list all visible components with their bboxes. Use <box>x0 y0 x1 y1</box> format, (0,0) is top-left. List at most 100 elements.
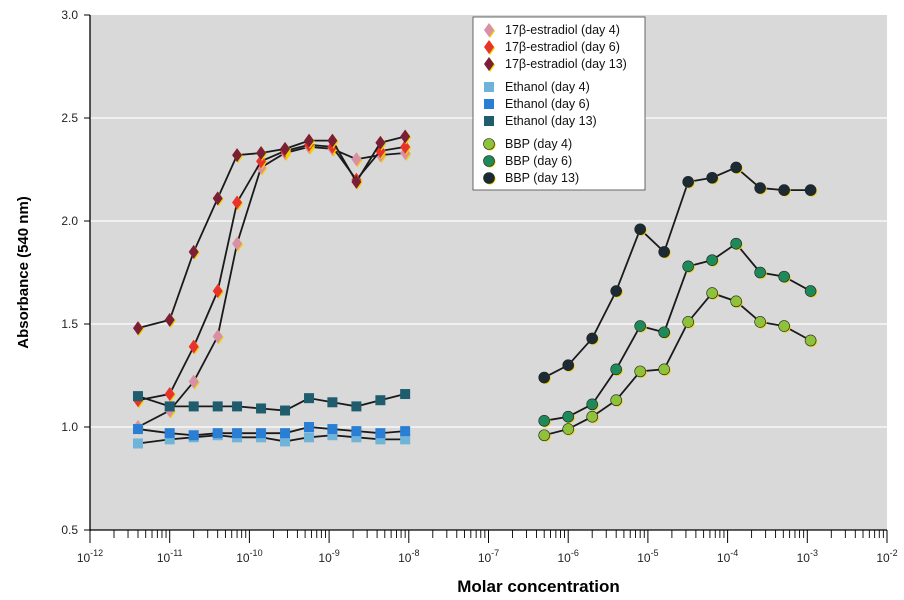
legend-marker <box>484 23 494 37</box>
data-point <box>212 401 223 412</box>
data-point <box>212 428 223 439</box>
data-point <box>804 285 817 297</box>
data-point <box>658 326 670 339</box>
data-point <box>132 391 143 402</box>
series-7 <box>538 237 818 428</box>
data-point <box>280 141 291 156</box>
data-point <box>164 401 175 412</box>
legend-marker <box>484 116 494 126</box>
data-point <box>538 415 551 427</box>
data-point <box>375 395 386 406</box>
data-point <box>562 359 575 372</box>
data-series <box>132 129 818 449</box>
legend-label: BBP (day 4) <box>505 137 572 151</box>
legend-marker <box>483 138 495 150</box>
data-point <box>351 426 362 437</box>
data-point <box>351 174 362 189</box>
data-point <box>164 434 175 445</box>
x-tick-label: 10-9 <box>318 548 339 565</box>
data-point <box>188 339 199 354</box>
data-point <box>351 432 362 443</box>
data-point <box>164 428 175 439</box>
legend-marker <box>484 99 494 109</box>
data-point <box>706 171 718 184</box>
y-tick-label: 2.5 <box>61 111 78 125</box>
legend-label: Ethanol (day 6) <box>505 97 590 111</box>
series-6 <box>538 287 818 442</box>
data-point <box>682 316 694 328</box>
data-point <box>754 182 766 194</box>
x-tick-label: 10-7 <box>478 548 499 565</box>
legend-label: 17β-estradiol (day 6) <box>505 40 620 54</box>
y-tick-label: 2.0 <box>61 214 78 228</box>
data-point <box>232 428 243 439</box>
data-point <box>232 148 243 163</box>
data-point <box>682 260 694 273</box>
x-tick-label: 10-11 <box>157 548 183 565</box>
data-point <box>400 434 411 445</box>
data-point <box>610 285 622 297</box>
data-point <box>754 316 766 328</box>
data-point <box>778 270 790 283</box>
data-point <box>538 371 551 384</box>
data-point <box>188 374 199 389</box>
data-point <box>327 133 338 148</box>
data-point <box>188 244 199 259</box>
x-tick-label: 10-5 <box>637 548 658 565</box>
data-point <box>682 176 694 188</box>
data-point <box>304 422 315 432</box>
data-point <box>256 403 267 414</box>
legend-label: Ethanol (day 13) <box>505 114 597 128</box>
series-line <box>137 135 406 329</box>
axes: 0.5 1.0 1.5 2.0 2.5 3.0 10-12 10-11 10-10 10-9 10-… <box>61 8 897 565</box>
data-point <box>706 287 718 299</box>
legend-marker <box>484 40 494 54</box>
data-point <box>538 429 551 442</box>
data-point <box>634 320 646 332</box>
data-point <box>232 195 243 210</box>
series-5 <box>132 389 411 416</box>
legend-label: 17β-estradiol (day 4) <box>505 23 620 37</box>
x-tick-label: 10-2 <box>876 548 897 565</box>
data-point <box>400 426 411 437</box>
x-tick-label: 10-10 <box>236 548 262 565</box>
legend-box <box>472 16 646 191</box>
series-8 <box>538 161 818 385</box>
data-point <box>634 365 646 378</box>
legend-label: 17β-estradiol (day 13) <box>505 57 627 71</box>
data-point <box>164 312 175 327</box>
data-point <box>212 329 223 344</box>
y-tick-label: 1.5 <box>61 317 78 331</box>
data-point <box>351 152 362 167</box>
y-axis-title: Absorbance (540 nm) <box>15 196 32 349</box>
data-point <box>212 191 223 206</box>
legend-marker <box>483 155 495 167</box>
x-tick-label: 10-3 <box>797 548 818 565</box>
data-point <box>280 405 291 416</box>
data-point <box>132 321 143 336</box>
data-point <box>232 236 243 251</box>
legend-marker <box>483 172 495 184</box>
data-point <box>400 129 411 144</box>
data-point <box>586 398 598 411</box>
data-point <box>562 423 575 435</box>
data-point <box>351 401 362 412</box>
data-point <box>586 332 598 345</box>
data-point <box>132 424 143 435</box>
data-point <box>304 393 315 404</box>
data-point <box>280 436 291 447</box>
x-tick-label: 10-6 <box>558 548 579 565</box>
series-2 <box>132 129 412 337</box>
legend-marker <box>484 82 494 92</box>
x-tick-label: 10-12 <box>77 548 103 565</box>
data-point <box>804 184 817 196</box>
y-tick-label: 1.0 <box>61 420 78 434</box>
legend-label: BBP (day 13) <box>505 171 579 185</box>
data-point <box>327 424 338 435</box>
data-point <box>375 434 386 445</box>
data-point <box>188 430 199 441</box>
data-point <box>586 410 598 423</box>
data-point <box>730 237 742 250</box>
data-point <box>634 223 646 236</box>
